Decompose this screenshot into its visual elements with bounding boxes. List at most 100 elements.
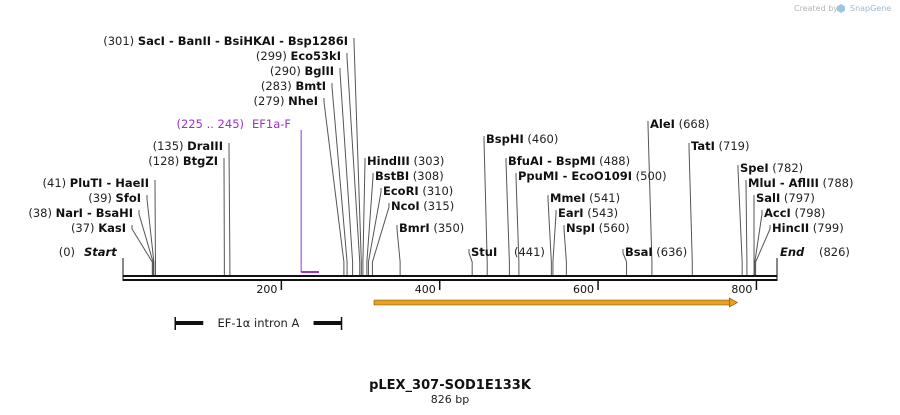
feature-orf-arrow[interactable] [373,297,739,308]
enzyme-name: NarI [56,206,83,220]
start-label-group: (0) Start [59,245,118,259]
enzyme-separator: - [559,169,572,183]
enzyme-name: BspMI [556,154,596,168]
cut-site-leader [505,158,510,276]
enzyme-name: KasI [98,221,126,235]
site-position: (799) [809,221,844,235]
cut-site-leader [563,225,567,276]
cut-site-label: TatI (719) [691,139,750,153]
cut-site-bsphi[interactable]: BspHI (460) [486,132,558,146]
cut-site-leader [688,143,693,276]
enzyme-separator: - [211,34,224,48]
cut-site-mlui-afliii[interactable]: MluI - AflIII (788) [748,176,854,190]
cut-site-bmri[interactable]: BmrI (350) [399,221,464,235]
site-position: (315) [420,199,455,213]
watermark-brand: SnapGene [850,4,891,13]
cut-site-pluti-haeii[interactable]: (41) PluTI - HaeII [43,176,149,190]
map-title: pLEX_307-SOD1E133K [369,378,532,393]
cut-site-hindiii[interactable]: HindIII (303) [367,154,444,168]
cut-site-label: AccI (798) [764,206,825,220]
cut-site-eari[interactable]: EarI (543) [558,206,618,220]
primer-name: EF1a-F [252,117,291,131]
cut-site-hincii[interactable]: HincII (799) [772,221,844,235]
cut-site-leader [754,210,763,276]
cut-site-nhei[interactable]: (279) NheI [254,94,318,108]
cut-site-sali[interactable]: SalI (797) [756,191,815,205]
enzyme-name: Eco53kI [290,49,341,63]
start-label: Start [84,245,117,259]
enzyme-name: MmeI [550,191,586,205]
cut-site-alei[interactable]: AleI (668) [650,117,710,131]
enzyme-name: BspHI [486,132,524,146]
cut-site-ecori[interactable]: EcoRI (310) [383,184,453,198]
cut-site-label: NcoI (315) [391,199,454,213]
cut-site-leader [331,83,348,276]
cut-site-label: StuI (441) [471,245,545,259]
cut-site-leader [745,180,748,276]
enzyme-name: MluI [748,176,776,190]
cut-site-label: PpuMI - EcoO109I (500) [518,169,667,183]
cut-site-btgzi[interactable]: (128) BtgZI [148,154,218,168]
cut-site-tati[interactable]: TatI (719) [691,139,750,153]
cut-site-sfoi[interactable]: (39) SfoI [88,191,141,205]
site-position: (797) [780,191,815,205]
site-position: (500) [632,169,667,183]
cut-site-ppumi-ecoo109i[interactable]: PpuMI - EcoO109I (500) [518,169,667,183]
cut-site-leader [468,249,473,276]
cut-site-saci-banii-bsihkai-bsp1286i[interactable]: (301) SacI - BanII - BsiHKAI - Bsp1286I [103,34,348,48]
cut-site-leader [131,225,153,276]
site-position: (308) [409,169,444,183]
enzyme-name: TatI [691,139,715,153]
cut-site-stui[interactable]: StuI (441) [471,245,545,259]
feature-ef-1-intron-a[interactable]: EF-1α intron A [174,316,343,330]
cut-site-eco53ki[interactable]: (299) Eco53kI [256,49,341,63]
feature-arrow-head [729,297,739,308]
site-position: (135) [153,139,188,153]
site-position: (310) [419,184,454,198]
cut-site-acci[interactable]: AccI (798) [764,206,825,220]
cut-site-label: HincII (799) [772,221,844,235]
cut-site-leader [138,210,154,276]
cut-site-spei[interactable]: SpeI (782) [740,161,803,175]
start-position: (0) [59,245,75,259]
enzyme-name: AccI [764,206,791,220]
cut-site-leader [146,195,155,276]
site-position: (283) [261,79,296,93]
cut-site-bmti[interactable]: (283) BmtI [261,79,326,93]
site-position: (350) [430,221,465,235]
end-label: End [780,245,805,259]
cut-site-bglii[interactable]: (290) BglII [270,64,334,78]
cut-site-label: AleI (668) [650,117,710,131]
cut-site-label: (39) SfoI [88,191,141,205]
site-position: (636) [653,245,688,259]
primer-ef1a-f[interactable]: (225 .. 245) EF1a-F [177,117,319,273]
cut-site-label: SalI (797) [756,191,815,205]
enzyme-name: AleI [650,117,675,131]
cut-site-mmei[interactable]: MmeI (541) [550,191,620,205]
cut-site-leader [515,173,520,276]
cut-site-nari-bsahi[interactable]: (38) NarI - BsaHI [28,206,133,220]
cut-site-leader [552,210,557,276]
features-track: EF-1α intron A [174,297,739,330]
enzyme-separator: - [83,206,96,220]
site-position: (541) [586,191,621,205]
cut-site-bfuai-bspmi[interactable]: BfuAI - BspMI (488) [508,154,630,168]
site-position: (128) [148,154,183,168]
enzyme-name: AflIII [789,176,819,190]
site-position: (560) [595,221,630,235]
cut-site-draiii[interactable]: (135) DraIII [153,139,223,153]
site-position: (668) [675,117,710,131]
cut-site-label: BsaI (636) [625,245,687,259]
cut-site-label: BmrI (350) [399,221,464,235]
cut-site-kasi[interactable]: (37) KasI [71,221,126,235]
enzyme-separator: - [165,34,178,48]
cut-site-bstbi[interactable]: BstBI (308) [375,169,444,183]
site-position: (39) [88,191,115,205]
cut-site-bsai[interactable]: BsaI (636) [625,245,687,259]
cut-site-ncoi[interactable]: NcoI (315) [391,199,454,213]
cut-site-leader [346,53,361,276]
enzyme-name: BtgZI [183,154,218,168]
cut-site-nspi[interactable]: NspI (560) [566,221,630,235]
enzyme-name: SalI [756,191,780,205]
